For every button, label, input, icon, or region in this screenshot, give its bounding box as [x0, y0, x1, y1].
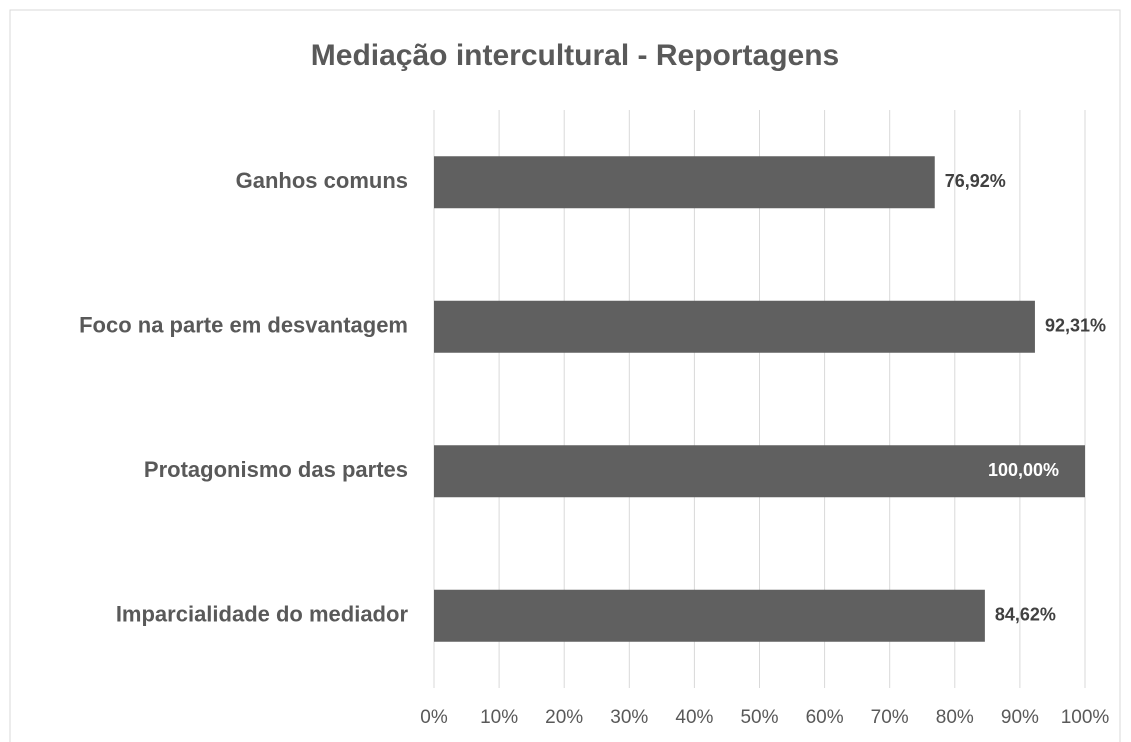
bar [434, 300, 1035, 353]
x-tick-label: 100% [1061, 707, 1110, 728]
x-tick-label: 10% [480, 707, 518, 728]
y-tick-label: Ganhos comuns [236, 168, 408, 193]
y-tick-label: Foco na parte em desvantagem [79, 313, 408, 338]
y-tick-label: Imparcialidade do mediador [116, 602, 409, 627]
x-tick-label: 40% [675, 707, 713, 728]
bar [434, 156, 935, 209]
x-tick-label: 70% [871, 707, 909, 728]
bar [434, 445, 1085, 498]
x-tick-label: 80% [936, 707, 974, 728]
bar [434, 589, 985, 642]
x-tick-label: 90% [1001, 707, 1039, 728]
y-tick-label: Protagonismo das partes [144, 457, 408, 482]
data-label: 76,92% [945, 171, 1006, 191]
data-label: 100,00% [988, 460, 1059, 480]
x-tick-label: 60% [806, 707, 844, 728]
data-label: 84,62% [995, 605, 1056, 625]
x-tick-label: 50% [740, 707, 778, 728]
chart-title: Mediação intercultural - Reportagens [311, 39, 839, 72]
x-tick-label: 0% [420, 707, 448, 728]
data-label: 92,31% [1045, 316, 1106, 336]
x-tick-label: 30% [610, 707, 648, 728]
x-tick-label: 20% [545, 707, 583, 728]
